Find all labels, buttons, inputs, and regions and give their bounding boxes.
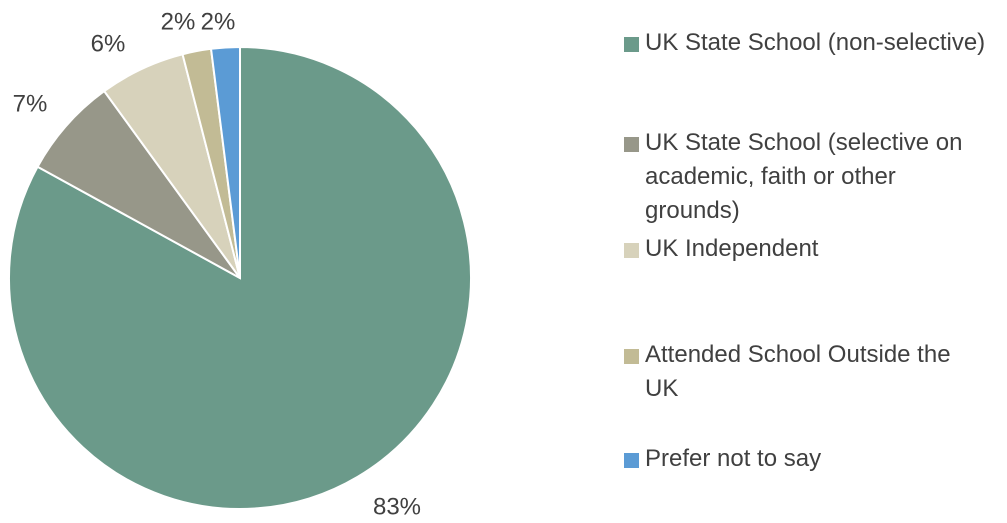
slice-uk-state-selective	[36, 89, 241, 279]
legend-swatch-uk-state-selective	[624, 137, 639, 152]
data-label-uk-state-non-selective: 83%	[373, 494, 421, 519]
legend-swatch-outside-uk	[624, 349, 639, 364]
data-label-outside-uk: 2%	[161, 9, 196, 36]
legend-item-uk-state-selective: UK State School (selective on academic, …	[624, 126, 1007, 228]
legend-label-prefer-not-to-say: Prefer not to say	[645, 445, 822, 472]
pie-data-labels: 83% 7% 6% 2% 2%	[13, 9, 421, 521]
legend-swatch-prefer-not-to-say	[624, 453, 639, 468]
legend-item-uk-independent: UK Independent	[624, 232, 1007, 266]
legend-swatch-uk-state-non-selective	[624, 37, 639, 52]
legend-label-uk-independent: UK Independent	[645, 235, 819, 262]
legend: UK State School (non-selective) UK State…	[624, 0, 1007, 518]
pie-slices	[8, 45, 472, 510]
legend-item-outside-uk: Attended School Outside the UK	[624, 338, 1007, 406]
data-label-prefer-not-to-say: 2%	[201, 9, 236, 36]
slice-prefer-not-to-say	[209, 45, 241, 279]
legend-swatch-uk-independent	[624, 243, 639, 258]
legend-label-uk-state-non-selective: UK State School (non-selective)	[645, 29, 986, 56]
legend-label-outside-uk: Attended School Outside the UK	[645, 341, 951, 402]
data-label-uk-state-selective: 7%	[13, 91, 48, 118]
legend-item-uk-state-non-selective: UK State School (non-selective)	[624, 26, 1007, 60]
data-label-uk-independent: 6%	[91, 31, 126, 58]
legend-item-prefer-not-to-say: Prefer not to say	[624, 442, 1007, 476]
legend-label-uk-state-selective: UK State School (selective on academic, …	[645, 129, 963, 224]
